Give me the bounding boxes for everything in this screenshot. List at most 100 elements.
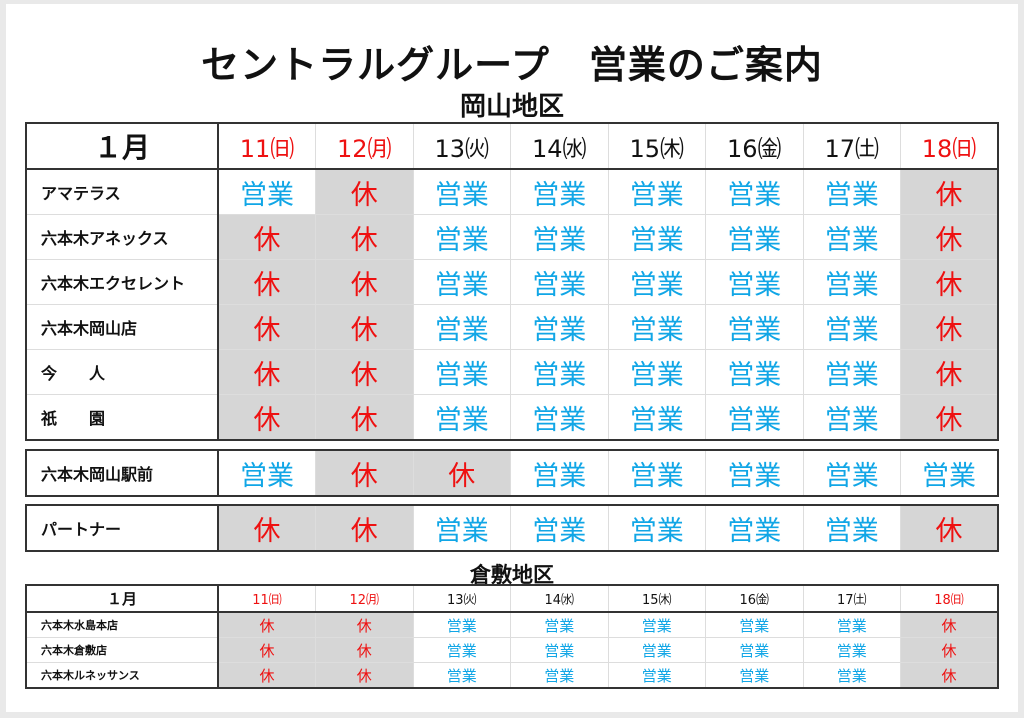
closed-cell: 休 [900, 304, 999, 350]
closed-cell: 休 [412, 449, 511, 497]
kurashiki-schedule-table: １月 11㈰ 12㈪ 13㈫ 14㈬ 15㈭ 16㈮ 17㈯ 18㈰ 六本木水島本店休休営業 営業営… [25, 584, 999, 689]
open-cell: 営業 [802, 259, 901, 305]
closed-cell: 休 [217, 259, 316, 305]
open-cell: 営業 [412, 259, 511, 305]
open-cell: 営業 [802, 662, 901, 689]
day-header: 17㈯ [802, 122, 901, 170]
closed-cell: 休 [315, 304, 414, 350]
open-cell: 営業 [705, 662, 804, 689]
open-cell: 営業 [412, 504, 511, 552]
okayama-region-heading: 岡山地区 [459, 92, 564, 122]
okayama-schedule-table: 六本木岡山駅前 営業休休営業 営業 営業 営業 営業 [25, 449, 999, 497]
header-row: １月 11㈰ 12㈪ 13㈫ 14㈬ 15㈭ 16㈮ 17㈯ 18㈰ [25, 122, 999, 170]
day-header: 11㈰ [217, 584, 316, 613]
store-name: 六本木エクセレント [25, 259, 219, 305]
open-cell: 営業 [607, 662, 706, 689]
closed-cell: 休 [315, 449, 414, 497]
closed-cell: 休 [217, 349, 316, 395]
day-header: 17㈯ [802, 584, 901, 613]
open-cell: 営業 [607, 259, 706, 305]
store-name: 六本木岡山駅前 [25, 449, 219, 497]
open-cell: 営業 [705, 611, 804, 638]
closed-cell: 休 [217, 611, 316, 638]
closed-cell: 休 [900, 259, 999, 305]
month-header: １月 [25, 122, 219, 170]
closed-cell: 休 [315, 637, 414, 663]
closed-cell: 休 [315, 611, 414, 638]
closed-cell: 休 [315, 214, 414, 260]
closed-cell: 休 [217, 637, 316, 663]
closed-cell: 休 [900, 504, 999, 552]
store-name: アマテラス [25, 168, 219, 215]
open-cell: 営業 [705, 637, 804, 663]
closed-cell: 休 [900, 394, 999, 441]
closed-cell: 休 [900, 611, 999, 638]
store-name: 六本木水島本店 [25, 611, 219, 638]
store-name: 今 人 [25, 349, 219, 395]
open-cell: 営業 [217, 449, 316, 497]
day-header: 16㈮ [705, 122, 804, 170]
open-cell: 営業 [607, 214, 706, 260]
day-header: 18㈰ [900, 122, 999, 170]
open-cell: 営業 [510, 168, 609, 215]
open-cell: 営業 [412, 662, 511, 689]
open-cell: 営業 [412, 394, 511, 441]
store-row: 祇 園休休営業 営業 営業 営業 営業休 [25, 394, 999, 441]
open-cell: 営業 [607, 394, 706, 441]
day-header: 18㈰ [900, 584, 999, 613]
store-row: 六本木水島本店休休営業 営業 営業 営業 営業休 [25, 611, 999, 638]
day-header: 13㈫ [412, 122, 511, 170]
open-cell: 営業 [510, 394, 609, 441]
closed-cell: 休 [315, 168, 414, 215]
day-header: 15㈭ [607, 584, 706, 613]
store-name: 六本木倉敷店 [25, 637, 219, 663]
store-row: 今 人休休営業 営業 営業 営業 営業休 [25, 349, 999, 395]
kurashiki-region-heading: 倉敷地区 [470, 562, 554, 587]
store-row: アマテラス 営業休営業 営業 営業 営業 営業休 [25, 168, 999, 215]
open-cell: 営業 [705, 504, 804, 552]
open-cell: 営業 [705, 394, 804, 441]
okayama-schedule-table: パートナー休休営業 営業 営業 営業 営業休 [25, 504, 999, 552]
store-row: 六本木アネックス休休営業 営業 営業 営業 営業休 [25, 214, 999, 260]
open-cell: 営業 [705, 168, 804, 215]
day-header: 15㈭ [607, 122, 706, 170]
closed-cell: 休 [217, 214, 316, 260]
open-cell: 営業 [217, 168, 316, 215]
open-cell: 営業 [607, 504, 706, 552]
day-header: 16㈮ [705, 584, 804, 613]
open-cell: 営業 [510, 611, 609, 638]
day-header: 13㈫ [412, 584, 511, 613]
store-name: パートナー [25, 504, 219, 552]
open-cell: 営業 [510, 449, 609, 497]
open-cell: 営業 [412, 168, 511, 215]
open-cell: 営業 [802, 637, 901, 663]
closed-cell: 休 [900, 349, 999, 395]
open-cell: 営業 [705, 304, 804, 350]
open-cell: 営業 [705, 349, 804, 395]
closed-cell: 休 [217, 394, 316, 441]
closed-cell: 休 [900, 662, 999, 689]
open-cell: 営業 [802, 394, 901, 441]
store-row: パートナー休休営業 営業 営業 営業 営業休 [25, 504, 999, 552]
open-cell: 営業 [900, 449, 999, 497]
open-cell: 営業 [412, 637, 511, 663]
open-cell: 営業 [705, 259, 804, 305]
closed-cell: 休 [315, 504, 414, 552]
open-cell: 営業 [510, 662, 609, 689]
closed-cell: 休 [315, 394, 414, 441]
closed-cell: 休 [900, 168, 999, 215]
open-cell: 営業 [802, 168, 901, 215]
store-name: 六本木岡山店 [25, 304, 219, 350]
store-row: 六本木岡山店休休営業 営業 営業 営業 営業休 [25, 304, 999, 350]
store-name: 祇 園 [25, 394, 219, 441]
page-title: セントラルグループ 営業のご案内 [201, 42, 823, 87]
store-row: 六本木エクセレント休休営業 営業 営業 営業 営業休 [25, 259, 999, 305]
open-cell: 営業 [802, 349, 901, 395]
open-cell: 営業 [412, 611, 511, 638]
closed-cell: 休 [217, 662, 316, 689]
open-cell: 営業 [607, 349, 706, 395]
open-cell: 営業 [802, 611, 901, 638]
open-cell: 営業 [802, 504, 901, 552]
closed-cell: 休 [217, 504, 316, 552]
open-cell: 営業 [607, 611, 706, 638]
